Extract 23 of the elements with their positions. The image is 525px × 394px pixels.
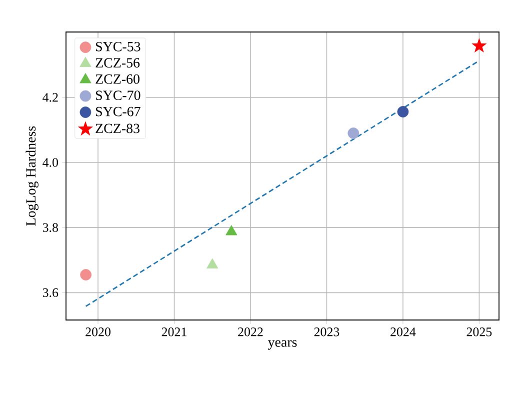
legend-label: ZCZ-56 <box>96 58 140 68</box>
x-axis-title: years <box>268 340 297 350</box>
y-tick-label: 4.2 <box>42 93 58 102</box>
x-tick-label: 2023 <box>314 328 340 336</box>
legend-label: SYC-67 <box>96 106 140 116</box>
x-tick-label: 2022 <box>238 328 263 336</box>
x-tick-label: 2024 <box>390 328 416 336</box>
legend-label: ZCZ-60 <box>96 74 140 84</box>
y-axis-title: LogLog Hardness <box>26 126 38 226</box>
point <box>397 106 409 118</box>
legend-label: ZCZ-83 <box>96 124 140 134</box>
y-tick-label: 3.6 <box>42 288 58 298</box>
x-tick-label: 2020 <box>86 328 110 336</box>
point <box>226 225 238 236</box>
x-tick-label: 2025 <box>466 328 492 336</box>
y-tick-label: 4.0 <box>42 158 58 167</box>
point <box>206 258 218 268</box>
y-tick-label: 3.8 <box>42 223 58 232</box>
point <box>348 128 360 139</box>
legend-label: SYC-70 <box>96 90 140 100</box>
point <box>472 38 487 52</box>
legend-label: SYC-53 <box>96 42 140 52</box>
x-tick-label: 2021 <box>162 328 186 336</box>
